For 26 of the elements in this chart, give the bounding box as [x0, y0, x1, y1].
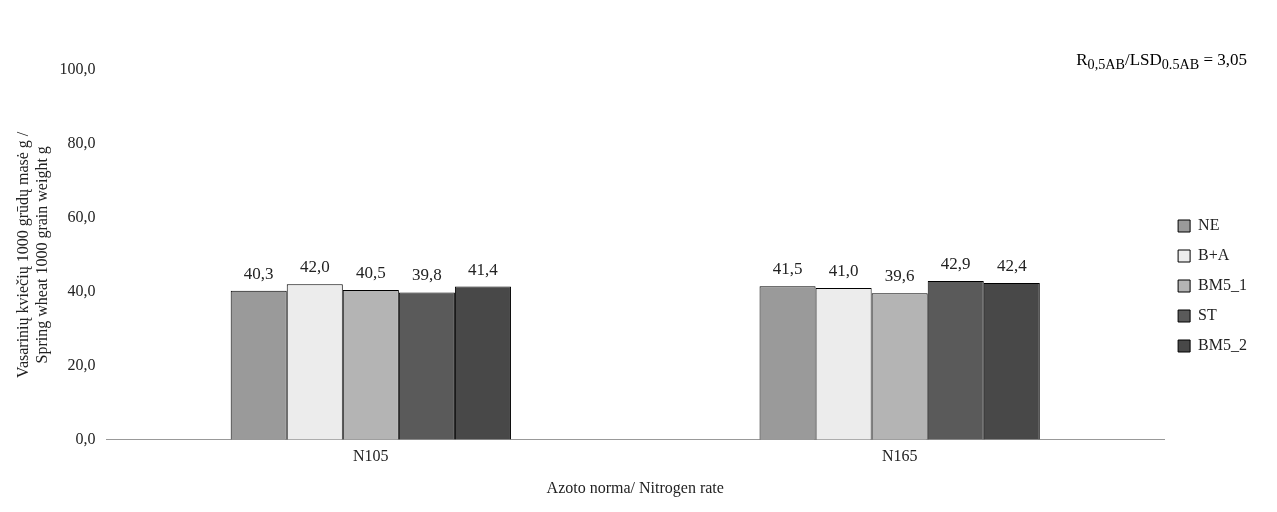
legend-label: BM5_2 — [1198, 336, 1248, 354]
x-tick-label: N105 — [353, 447, 389, 465]
x-tick-label: N165 — [881, 447, 918, 465]
data-label: 41,4 — [468, 259, 499, 279]
x-axis-title: Azoto norma/ Nitrogen rate — [546, 478, 724, 497]
data-label: 41,0 — [828, 261, 859, 281]
data-label: 40,5 — [355, 262, 386, 282]
y-axis-title: Vasarinių kviečių 1000 grūdų masė g / Spring wheat 1000 grain weight g — [13, 131, 51, 378]
data-label: 42,0 — [299, 257, 330, 277]
data-label: 42,4 — [996, 255, 1028, 275]
legend-label: BM5_1 — [1198, 276, 1248, 294]
data-label: 40,3 — [243, 263, 274, 283]
y-tick-label: 40,0 — [67, 281, 96, 299]
legend-label: NE — [1198, 216, 1220, 234]
y-tick-label: 20,0 — [67, 355, 96, 373]
legend-label: ST — [1198, 306, 1217, 324]
y-tick-label: 60,0 — [67, 208, 96, 226]
y-tick-label: 80,0 — [67, 134, 96, 152]
annotation: R$_{0,5AB}$/LSD$_{0.5AB}$ = 3,05 — [1076, 50, 1247, 74]
y-tick-label: 100,0 — [59, 60, 96, 78]
data-label: 39,6 — [884, 266, 915, 286]
legend-label: B+A — [1198, 246, 1230, 264]
data-label: 39,8 — [412, 265, 442, 285]
data-label: 41,5 — [772, 259, 803, 279]
data-label: 42,9 — [940, 254, 971, 274]
y-tick-label: 0,0 — [75, 429, 96, 447]
